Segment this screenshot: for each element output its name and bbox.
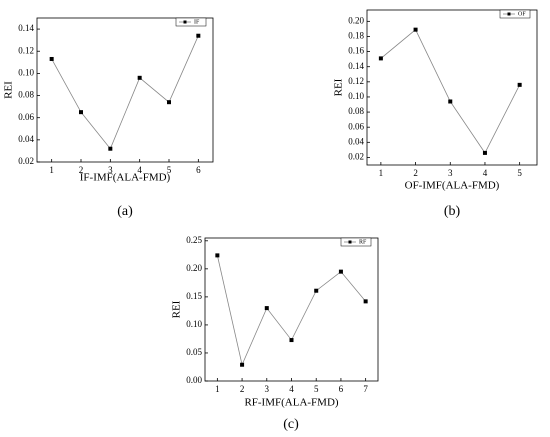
- marker: [167, 100, 171, 105]
- marker: [240, 362, 245, 367]
- marker: [413, 27, 418, 32]
- x-tick-label: 1: [49, 165, 54, 175]
- x-tick-label: 2: [413, 168, 418, 178]
- plot-frame: [36, 17, 214, 163]
- y-tick-label: 0.20: [186, 263, 202, 273]
- series-line: [216, 255, 366, 367]
- legend-label: OF: [518, 11, 526, 17]
- y-tick-label: 0.08: [348, 106, 364, 116]
- y-tick-label: 0.02: [18, 156, 34, 166]
- marker: [79, 110, 83, 115]
- y-tick-label: 0.18: [348, 31, 364, 41]
- marker: [49, 56, 54, 61]
- series-line: [380, 29, 521, 154]
- x-axis-label: OF-IMF(ALA-FMD): [405, 180, 500, 192]
- y-tick-label: 0.20: [348, 15, 364, 25]
- y-tick-label: 0.10: [186, 319, 202, 329]
- legend-label: IF: [194, 19, 200, 25]
- x-tick-label: 1: [215, 384, 220, 394]
- y-tick-label: 0.12: [18, 45, 34, 55]
- y-tick-label: 0.25: [186, 235, 202, 245]
- x-tick-label: 3: [448, 168, 453, 178]
- x-tick-label: 4: [289, 384, 294, 394]
- marker: [215, 253, 220, 258]
- marker: [314, 288, 319, 293]
- x-tick-label: 5: [167, 165, 172, 175]
- y-tick-label: 0.10: [18, 67, 34, 77]
- caption: (b): [444, 204, 461, 219]
- marker: [378, 56, 383, 61]
- y-tick-label: 0.00: [186, 375, 202, 385]
- legend-marker: [507, 12, 511, 16]
- marker: [517, 82, 522, 87]
- x-tick-label: 2: [240, 384, 245, 394]
- y-tick-label: 0.14: [18, 23, 34, 33]
- x-tick-label: 1: [379, 168, 384, 178]
- x-tick-label: 2: [79, 165, 84, 175]
- caption: (a): [117, 204, 133, 219]
- x-tick-label: 3: [108, 165, 113, 175]
- caption: (c): [283, 417, 299, 432]
- y-axis-label: REI: [3, 81, 15, 99]
- y-tick-label: 0.02: [348, 152, 364, 162]
- marker: [363, 299, 368, 304]
- y-tick-label: 0.04: [18, 134, 34, 144]
- x-axis-label: RF-IMF(ALA-FMD): [244, 397, 338, 409]
- y-tick-label: 0.12: [348, 76, 364, 86]
- x-tick-label: 5: [314, 384, 319, 394]
- y-tick-label: 0.06: [18, 112, 34, 122]
- marker: [338, 269, 343, 274]
- y-tick-label: 0.06: [348, 121, 364, 131]
- plot-frame: [204, 237, 379, 382]
- y-tick-label: 0.14: [348, 61, 364, 71]
- y-tick-label: 0.04: [348, 136, 364, 146]
- x-tick-label: 7: [363, 384, 368, 394]
- y-tick-label: 0.16: [348, 46, 364, 56]
- legend-marker: [348, 240, 352, 244]
- y-tick-label: 0.10: [348, 91, 364, 101]
- y-tick-label: 0.05: [186, 347, 202, 357]
- marker: [108, 146, 113, 151]
- y-tick-label: 0.08: [18, 90, 34, 100]
- plot-frame: [366, 9, 538, 166]
- legend-marker: [183, 20, 187, 24]
- series-line: [51, 35, 199, 150]
- x-tick-label: 6: [196, 165, 201, 175]
- marker: [137, 75, 142, 80]
- y-axis-label: REI: [333, 78, 345, 96]
- x-tick-label: 3: [265, 384, 270, 394]
- marker: [448, 99, 453, 104]
- x-tick-label: 4: [483, 168, 488, 178]
- marker: [289, 338, 294, 343]
- y-axis-label: REI: [171, 300, 183, 318]
- x-axis-label: IF-IMF(ALA-FMD): [80, 172, 171, 184]
- legend-label: RF: [359, 239, 367, 245]
- marker: [482, 150, 487, 155]
- y-tick-label: 0.15: [186, 291, 202, 301]
- marker: [196, 33, 201, 38]
- x-tick-label: 6: [339, 384, 344, 394]
- marker: [264, 306, 269, 311]
- x-tick-label: 5: [517, 168, 522, 178]
- x-tick-label: 4: [137, 165, 142, 175]
